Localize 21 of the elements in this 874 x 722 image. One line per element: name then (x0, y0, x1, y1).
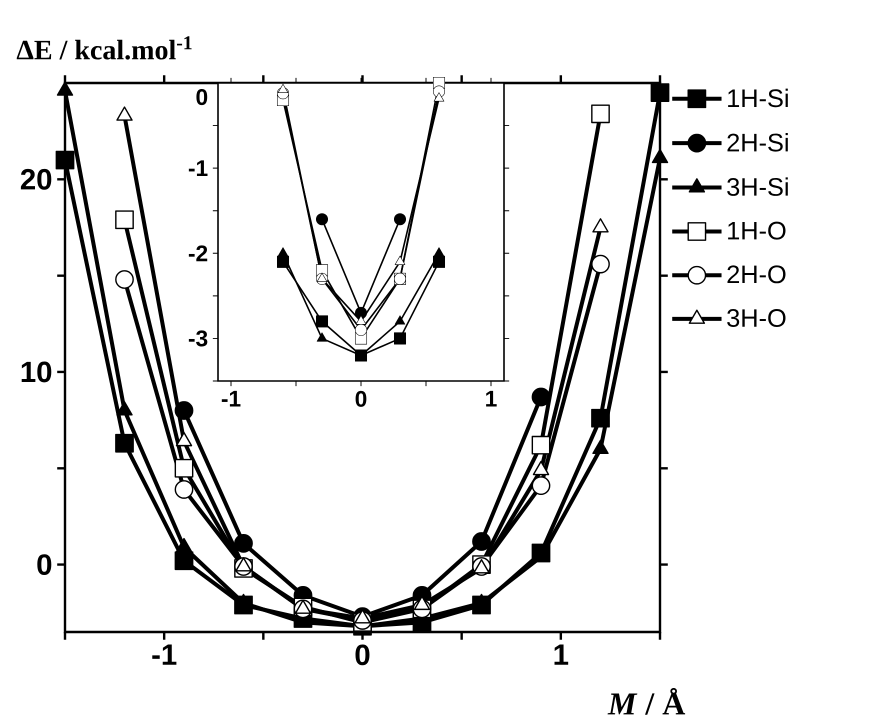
legend-label: 1H-O (728, 222, 786, 240)
y-tick-label: 0 (37, 554, 52, 575)
x-tick-label: -1 (222, 390, 240, 406)
x-tick-label: 0 (356, 390, 366, 407)
text: M / Å (608, 688, 686, 715)
y-tick-label: 20 (20, 168, 52, 190)
y-tick-label: 0 (196, 89, 208, 106)
legend-label: 2H-O (727, 265, 786, 284)
x-tick-label: 1 (486, 390, 497, 406)
y-axis-title: ΔE / kcal.mol$^{-1}$ (16, 36, 192, 60)
y-tick-label: 10 (22, 362, 52, 382)
legend-label: 2H-Si (727, 132, 788, 152)
y-tick-label: -1 (188, 160, 208, 176)
legend-label: 3H-Si (727, 177, 788, 196)
x-tick-label: 1 (554, 644, 568, 665)
x-tick-label: 0 (355, 644, 370, 666)
x-tick-label: -1 (152, 644, 176, 665)
legend-label: 3H-O (727, 309, 786, 327)
legend-label: 1H-Si (728, 88, 788, 108)
y-tick-label: -3 (188, 330, 208, 346)
y-tick-label: -2 (188, 245, 208, 262)
